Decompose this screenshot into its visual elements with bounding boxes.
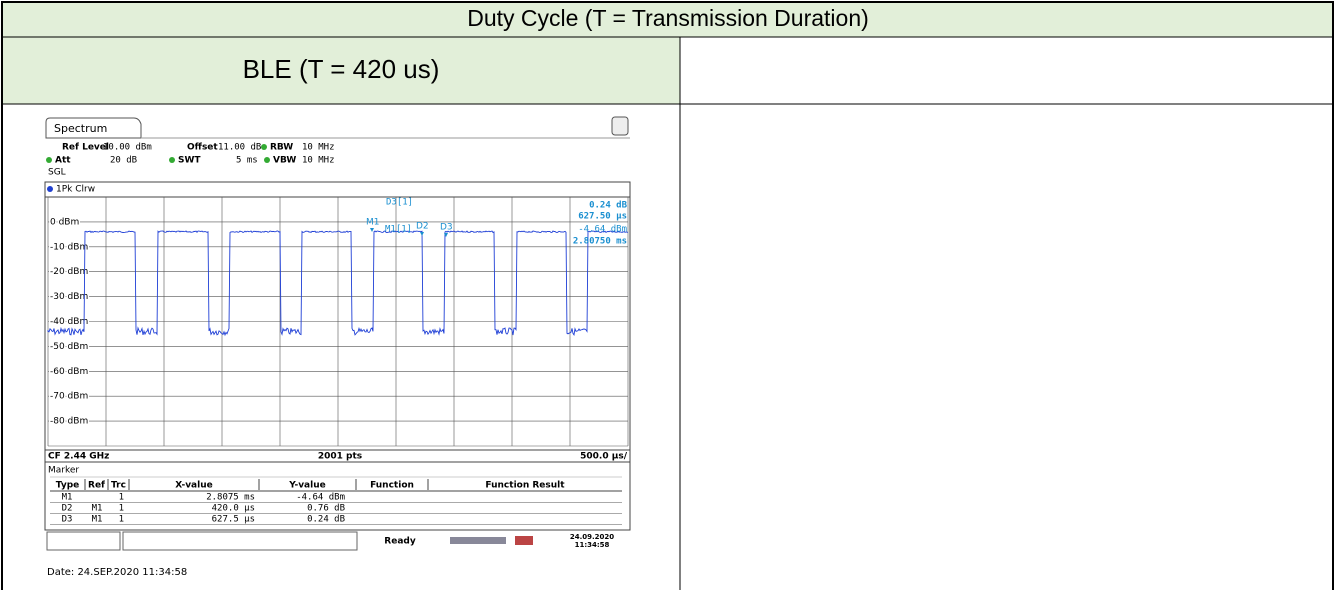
footer: 2001 pts: [318, 452, 362, 462]
cell: M1: [92, 504, 103, 514]
y-label: -70 dBm: [50, 392, 88, 402]
status-dot: [46, 157, 52, 163]
setting-label: RBW: [270, 143, 293, 153]
trace-dot: [47, 186, 53, 192]
setting-label: Ref Level: [62, 143, 109, 153]
setting-label: SWT: [178, 156, 201, 166]
y-label: -80 dBm: [50, 417, 88, 427]
subtitle-cell: [2, 37, 680, 104]
readout: -4.64 dBm: [578, 225, 627, 235]
setting-value: 11.00 dB: [218, 143, 261, 153]
header-row: [2, 2, 1333, 37]
setting-label: Att: [55, 156, 71, 166]
marker-symbol: [444, 233, 448, 237]
footer: 500.0 µs/: [580, 452, 628, 462]
cell: 1: [119, 504, 124, 514]
setting-label: Offset: [187, 143, 218, 153]
column-header: Function: [370, 481, 414, 491]
marker-tag: D2: [416, 222, 429, 232]
setting-value: 10 MHz: [302, 143, 335, 153]
date: 24.09.2020: [570, 533, 614, 541]
cell: 627.5 µs: [212, 515, 255, 525]
setting-value: 10.00 dBm: [103, 143, 152, 153]
marker-symbol: [370, 228, 374, 232]
caption: Date: 24.SEP.2020 11:34:58: [47, 567, 187, 578]
marker-symbol: [420, 232, 424, 236]
y-label: -40 dBm: [50, 317, 88, 327]
cell: 2.8075 ms: [206, 493, 255, 503]
readout: 2.80750 ms: [573, 237, 627, 247]
setting-value: 10 MHz: [302, 156, 335, 166]
setting-value: 5 ms: [236, 156, 258, 166]
setting-value: 20 dB: [110, 156, 137, 166]
readout: D3[1]: [386, 198, 413, 208]
y-label: -10 dBm: [50, 242, 88, 252]
y-label: -30 dBm: [50, 292, 88, 302]
readout: 0.24 dB: [589, 201, 628, 211]
status-dot: [261, 144, 267, 150]
column-header: Trc: [111, 481, 126, 491]
column-header: Type: [56, 481, 79, 491]
table-subtitle: BLE (T = 420 us): [243, 54, 440, 84]
readout: 627.50 µs: [578, 212, 627, 222]
y-label: -60 dBm: [50, 367, 88, 377]
setting-label: VBW: [273, 156, 296, 166]
marker-title: Marker: [48, 466, 79, 476]
cell: D3: [62, 515, 73, 525]
column-header: Ref: [88, 481, 105, 491]
cell: 1: [119, 493, 124, 503]
marker-tag: D3: [440, 223, 453, 233]
cell: M1: [62, 493, 73, 503]
cell: 1: [119, 515, 124, 525]
status-dot: [169, 157, 175, 163]
column-header: Function Result: [485, 481, 565, 491]
y-label: -50 dBm: [50, 342, 88, 352]
column-header: X-value: [175, 481, 212, 491]
readout: M1[1]: [385, 225, 412, 235]
cell: M1: [92, 515, 103, 525]
footer: CF 2.44 GHz: [48, 452, 109, 462]
column-header: Y-value: [288, 481, 325, 491]
status-dot: [264, 157, 270, 163]
trace-label: 1Pk Clrw: [56, 185, 95, 195]
marker-tag: M1: [366, 218, 380, 228]
table-title: Duty Cycle (T = Transmission Duration): [467, 5, 869, 31]
cell: D2: [62, 504, 73, 514]
tab-label: Spectrum: [54, 122, 107, 135]
y-label: -20 dBm: [50, 267, 88, 277]
time: 11:34:58: [575, 541, 610, 549]
trace: [47, 230, 629, 337]
status: Ready: [384, 537, 416, 547]
mode: SGL: [48, 168, 66, 178]
cell: 420.0 µs: [212, 504, 255, 514]
cell: -4.64 dBm: [296, 493, 345, 503]
cell: 0.24 dB: [307, 515, 345, 525]
cell: 0.76 dB: [307, 504, 345, 514]
screenshot: [44, 115, 632, 552]
y-label: 0 dBm: [50, 217, 79, 227]
